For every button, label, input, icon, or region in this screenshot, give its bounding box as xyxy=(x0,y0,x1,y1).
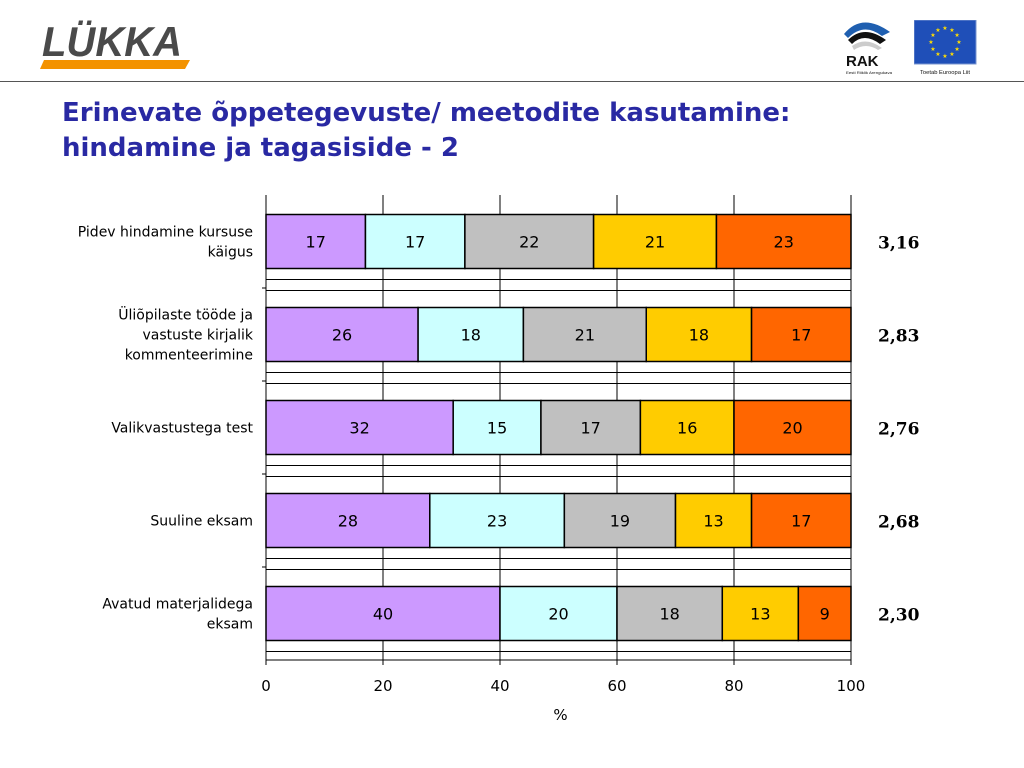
eu-star-icon: ★ xyxy=(956,39,961,46)
x-tick-label: 40 xyxy=(490,677,509,695)
bar-segment xyxy=(364,213,466,270)
bar-segment xyxy=(721,585,800,642)
bar-segment xyxy=(265,399,454,456)
eu-star-icon: ★ xyxy=(930,46,935,53)
bar-value-label: 40 xyxy=(373,605,393,624)
score-label: 2,83 xyxy=(878,327,919,347)
bar-segment xyxy=(417,306,525,363)
category-label: käigus xyxy=(208,245,253,261)
bar-segment xyxy=(592,213,718,270)
eu-logo-caption: Toetab Euroopa Liit xyxy=(920,70,971,76)
bar-value-label: 13 xyxy=(750,605,770,624)
category-label: Üliõpilaste tööde ja xyxy=(118,306,253,324)
eu-star-icon: ★ xyxy=(928,39,933,46)
bar-value-label: 9 xyxy=(820,605,830,624)
bar-segment xyxy=(750,492,852,549)
slide-title-line-1: Erinevate õppetegevuste/ meetodite kasut… xyxy=(62,98,791,128)
bar-value-label: 26 xyxy=(332,326,352,345)
bar-segment xyxy=(645,306,753,363)
bar-value-label: 17 xyxy=(405,233,425,252)
eu-star-icon: ★ xyxy=(949,27,954,34)
category-label: Avatud materjalidega xyxy=(102,597,253,613)
category-label: Pidev hindamine kursuse xyxy=(78,225,253,241)
rak-logo: RAK Eesti Riiklik Arengukava xyxy=(842,14,894,76)
rak-logo-text: RAK xyxy=(846,53,879,70)
bar-value-label: 23 xyxy=(774,233,794,252)
eu-star-icon: ★ xyxy=(935,51,940,58)
x-tick-label: 0 xyxy=(261,677,271,695)
bar-value-label: 17 xyxy=(791,512,811,531)
lukka-logo: LÜKKA xyxy=(40,12,195,70)
eu-star-icon: ★ xyxy=(935,27,940,34)
bar-segment xyxy=(429,492,566,549)
score-label: 3,16 xyxy=(878,234,919,254)
bar-segment xyxy=(715,213,852,270)
bar-value-label: 22 xyxy=(519,233,539,252)
bar-segment xyxy=(522,306,648,363)
header-divider xyxy=(0,81,1024,82)
x-axis-label: % xyxy=(553,706,567,724)
bar-segment xyxy=(733,399,852,456)
lukka-logo-text: LÜKKA xyxy=(42,18,182,65)
category-label: Valikvastustega test xyxy=(111,421,253,437)
score-label: 2,76 xyxy=(878,420,919,440)
bar-value-label: 21 xyxy=(645,233,665,252)
bar-segment xyxy=(265,306,419,363)
bar-value-label: 19 xyxy=(610,512,630,531)
bar-segment xyxy=(616,585,724,642)
bar-value-label: 17 xyxy=(580,419,600,438)
x-tick-label: 20 xyxy=(373,677,392,695)
bar-value-label: 15 xyxy=(487,419,507,438)
x-tick-label: 60 xyxy=(607,677,626,695)
eu-star-icon: ★ xyxy=(949,51,954,58)
eu-star-icon: ★ xyxy=(930,32,935,39)
score-label: 2,30 xyxy=(878,606,920,626)
eu-star-icon: ★ xyxy=(942,53,947,60)
category-label: vastuste kirjalik xyxy=(143,328,254,344)
category-label: Suuline eksam xyxy=(150,514,253,530)
eu-star-icon: ★ xyxy=(942,25,947,32)
bar-segment xyxy=(674,492,753,549)
score-label: 2,68 xyxy=(878,513,919,533)
eu-star-icon: ★ xyxy=(954,46,959,53)
bar-value-label: 21 xyxy=(575,326,595,345)
bar-value-label: 20 xyxy=(782,419,802,438)
bar-value-label: 23 xyxy=(487,512,507,531)
bar-segment xyxy=(540,399,642,456)
bar-value-label: 20 xyxy=(548,605,568,624)
bar-value-label: 28 xyxy=(338,512,358,531)
eu-star-icon: ★ xyxy=(954,32,959,39)
category-label: eksam xyxy=(207,617,253,633)
bar-segment xyxy=(797,585,852,642)
bar-value-label: 16 xyxy=(677,419,697,438)
bar-segment xyxy=(265,213,367,270)
slide-title-line-2: hindamine ja tagasiside - 2 xyxy=(62,133,459,163)
bar-value-label: 18 xyxy=(689,326,709,345)
slide-title: Erinevate õppetegevuste/ meetodite kasut… xyxy=(62,96,962,166)
x-tick-label: 100 xyxy=(837,677,866,695)
bar-segment xyxy=(265,492,431,549)
bar-value-label: 17 xyxy=(791,326,811,345)
category-label: kommenteerimine xyxy=(125,348,253,364)
bar-segment xyxy=(499,585,618,642)
bar-value-label: 32 xyxy=(349,419,369,438)
eu-logo: Toetab Euroopa Liit ★ ★ ★ ★ ★ ★ ★ ★ ★ ★ ★ ★ xyxy=(913,19,978,78)
rak-logo-tagline: Eesti Riiklik Arengukava xyxy=(846,70,893,75)
slide-header: LÜKKA RAK Eesti Riiklik Arengukava Toeta… xyxy=(0,0,1024,82)
bar-value-label: 18 xyxy=(461,326,481,345)
bar-value-label: 13 xyxy=(703,512,723,531)
bar-value-label: 17 xyxy=(306,233,326,252)
bar-segment xyxy=(750,306,852,363)
x-tick-label: 80 xyxy=(724,677,743,695)
bar-value-label: 18 xyxy=(659,605,679,624)
